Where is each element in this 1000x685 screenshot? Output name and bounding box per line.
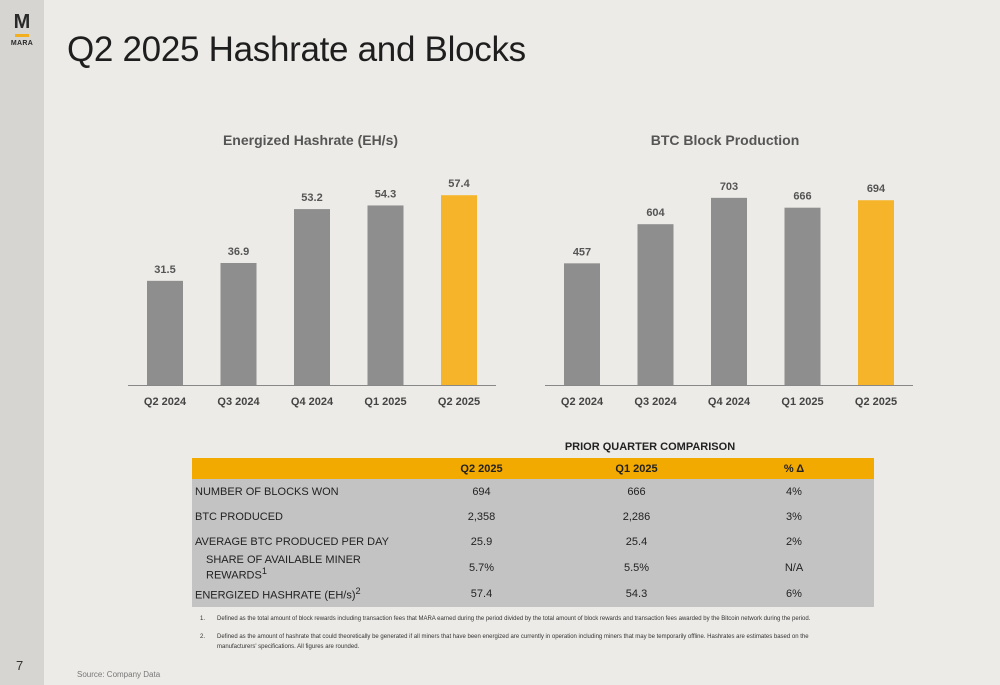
table-row: NUMBER OF BLOCKS WON 694 666 4% <box>192 479 874 504</box>
row-label: NUMBER OF BLOCKS WON <box>192 479 404 504</box>
row-q1-value: 5.5% <box>559 554 714 582</box>
x-tick-label: Q2 2024 <box>144 396 187 408</box>
source-note: Source: Company Data <box>77 670 161 679</box>
row-q2-value: 57.4 <box>404 581 559 607</box>
bar <box>711 197 747 385</box>
bar-value-label: 53.2 <box>301 192 322 204</box>
comparison-title: PRIOR QUARTER COMPARISON <box>564 441 736 453</box>
row-q2-value: 2,358 <box>404 504 559 529</box>
bar <box>367 205 404 385</box>
x-tick-label: Q4 2024 <box>291 396 334 408</box>
bar-value-label: 57.4 <box>448 178 470 190</box>
x-tick-label: Q2 2024 <box>561 396 604 408</box>
header-q1-2025: Q1 2025 <box>559 458 714 479</box>
comparison-table: Q2 2025 Q1 2025 % Δ NUMBER OF BLOCKS WON… <box>192 458 874 607</box>
row-label: AVERAGE BTC PRODUCED PER DAY <box>192 529 404 554</box>
bar <box>858 200 894 385</box>
sidebar: M MARA 7 <box>0 0 44 685</box>
bar-value-label: 666 <box>793 191 811 203</box>
footnote-ref: 1 <box>261 566 267 576</box>
footnote-text: Defined as the amount of hashrate that c… <box>217 634 809 650</box>
header-q2-2025: Q2 2025 <box>404 458 559 479</box>
bar-value-label: 604 <box>646 207 665 219</box>
table-row: SHARE OF AVAILABLE MINER REWARDS1 5.7% 5… <box>192 554 874 582</box>
row-q1-value: 54.3 <box>559 581 714 607</box>
bar-value-label: 703 <box>720 181 738 193</box>
row-q1-value: 2,286 <box>559 504 714 529</box>
row-q2-value: 694 <box>404 479 559 504</box>
row-label-cell: SHARE OF AVAILABLE MINER REWARDS1 <box>192 554 404 582</box>
bar <box>441 195 477 385</box>
header-label <box>192 458 404 479</box>
x-tick-label: Q4 2024 <box>708 396 751 408</box>
footnote-1: 1. Defined as the total amount of block … <box>200 614 840 624</box>
row-delta-value: 4% <box>714 479 874 504</box>
row-label: BTC PRODUCED <box>192 504 404 529</box>
row-delta-value: 6% <box>714 581 874 607</box>
x-tick-label: Q1 2025 <box>781 396 823 408</box>
row-q2-value: 25.9 <box>404 529 559 554</box>
row-q1-value: 25.4 <box>559 529 714 554</box>
x-tick-label: Q3 2024 <box>217 396 260 408</box>
bar-value-label: 54.3 <box>375 188 396 200</box>
row-q2-value: 5.7% <box>404 554 559 582</box>
table-header-row: Q2 2025 Q1 2025 % Δ <box>192 458 874 479</box>
x-tick-label: Q2 2025 <box>438 396 480 408</box>
x-tick-label: Q3 2024 <box>634 396 677 408</box>
table-row: ENERGIZED HASHRATE (EH/s)2 57.4 54.3 6% <box>192 581 874 607</box>
bar-value-label: 457 <box>573 246 591 258</box>
bar <box>294 209 330 385</box>
page-number: 7 <box>16 658 24 673</box>
bar <box>147 280 183 385</box>
bar <box>784 207 821 385</box>
footnote-ref: 2 <box>355 586 361 597</box>
row-q1-value: 666 <box>559 479 714 504</box>
mara-logo: M MARA <box>6 12 38 52</box>
logo-accent-bar <box>15 34 29 37</box>
header-delta: % Δ <box>714 458 874 479</box>
bar-value-label: 31.5 <box>154 264 175 276</box>
x-tick-label: Q1 2025 <box>364 396 406 408</box>
footnote-number: 1. <box>200 616 206 622</box>
row-label: ENERGIZED HASHRATE (EH/s) <box>195 589 356 602</box>
logo-letter: M <box>13 11 31 33</box>
row-delta-value: N/A <box>714 554 874 582</box>
bar-value-label: 36.9 <box>228 246 249 258</box>
chart-title: BTC Block Production <box>651 132 800 148</box>
blocks-chart: BTC Block Production 457 Q2 2024 604 Q3 2024… <box>545 132 913 408</box>
bar <box>564 263 600 385</box>
row-label-cell: ENERGIZED HASHRATE (EH/s)2 <box>192 581 404 607</box>
page-title: Q2 2025 Hashrate and Blocks <box>67 30 526 69</box>
table-row: AVERAGE BTC PRODUCED PER DAY 25.9 25.4 2… <box>192 529 874 554</box>
logo-wordmark: MARA <box>10 40 34 47</box>
footnote-text: Defined as the total amount of block rew… <box>217 616 811 622</box>
row-label: SHARE OF AVAILABLE MINER REWARDS <box>206 554 361 582</box>
hashrate-chart: Energized Hashrate (EH/s) 31.5 Q2 2024 36.9… <box>128 132 496 408</box>
table-row: BTC PRODUCED 2,358 2,286 3% <box>192 504 874 529</box>
bar-value-label: 694 <box>867 183 886 195</box>
row-delta-value: 2% <box>714 529 874 554</box>
row-delta-value: 3% <box>714 504 874 529</box>
x-tick-label: Q2 2025 <box>855 396 897 408</box>
footnote-number: 2. <box>200 634 206 640</box>
chart-title: Energized Hashrate (EH/s) <box>223 132 398 148</box>
bar <box>637 224 674 385</box>
footnote-2: 2. Defined as the amount of hashrate tha… <box>200 632 840 652</box>
bar <box>220 262 257 385</box>
